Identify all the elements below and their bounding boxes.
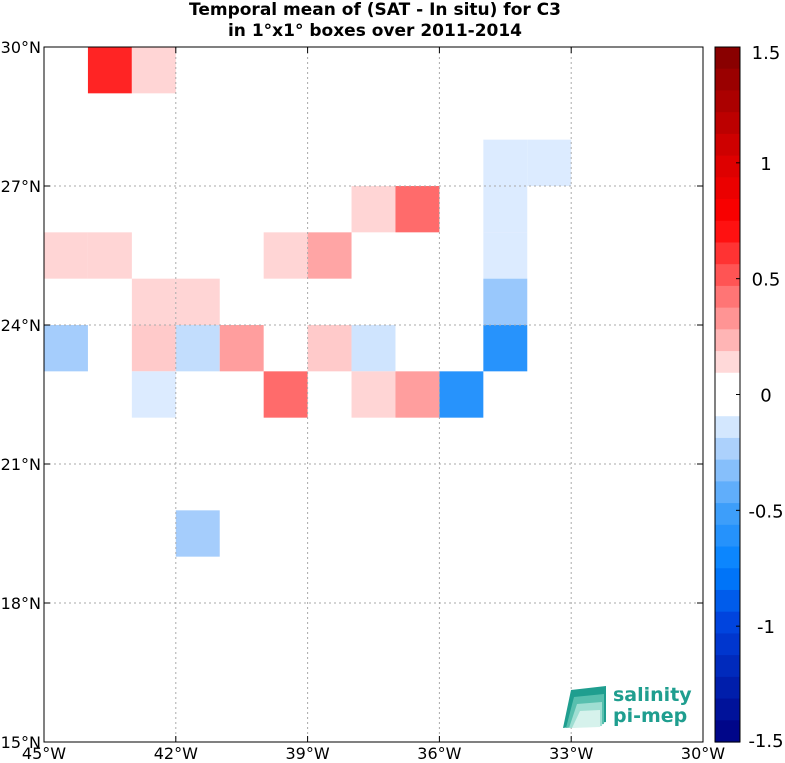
grid-cell <box>351 186 396 233</box>
colorbar-segment <box>715 720 740 743</box>
grid-cell <box>87 47 132 94</box>
colorbar-segment <box>715 133 740 157</box>
grid-cell <box>351 325 396 372</box>
colorbar-segment <box>715 394 740 417</box>
grid-cell <box>131 278 176 325</box>
x-tick-label: 39°W <box>286 744 330 763</box>
grid-lines <box>44 47 703 742</box>
y-tick-label: 15°N <box>1 733 41 752</box>
colorbar-segment <box>715 47 740 70</box>
colorbar-segment <box>715 546 740 569</box>
colorbar-segment <box>715 437 740 461</box>
grid-cell <box>483 325 528 372</box>
grid-cell <box>483 139 528 186</box>
map-title: Temporal mean of (SAT - In situ) for C3 … <box>0 0 750 42</box>
grid-cell <box>131 325 176 372</box>
colorbar-segment <box>715 676 740 700</box>
grid-cell <box>175 278 220 325</box>
colorbar-tick-label: 0.5 <box>752 270 781 291</box>
colorbar-segment <box>715 285 740 309</box>
colorbar-segment <box>715 481 740 504</box>
x-tick-label: 45°W <box>22 744 66 763</box>
colorbar-segment <box>715 589 740 613</box>
x-tick-label: 36°W <box>417 744 461 763</box>
axis-ticks: 45°W 42°W 39°W 36°W 33°W 30°W 15°N 18°N 21°N 24°N… <box>1 38 726 763</box>
grid-cell <box>175 325 220 372</box>
plot-frame <box>43 46 704 743</box>
grid-cell <box>263 371 308 418</box>
y-tick-label: 24°N <box>1 316 41 335</box>
grid-cell <box>527 139 572 186</box>
colorbar-segment <box>715 220 740 244</box>
data-cells <box>44 47 572 557</box>
grid-cell <box>351 371 396 418</box>
grid-cell <box>395 186 440 233</box>
grid-cell <box>175 510 220 557</box>
colorbar-segment <box>715 90 740 113</box>
grid-cell <box>307 325 352 372</box>
logo-line-2: pi-mep <box>613 705 687 727</box>
colorbar-segment <box>715 307 740 330</box>
wave-logo-icon <box>563 686 606 728</box>
colorbar-segment <box>715 68 740 92</box>
salinity-pi-mep-logo: salinity pi-mep <box>563 684 692 728</box>
colorbar-segment <box>715 242 740 265</box>
colorbar-segment <box>715 351 740 374</box>
colorbar-segment <box>715 459 740 482</box>
logo-line-1: salinity <box>613 684 692 706</box>
grid-cell <box>483 186 528 233</box>
grid-cell <box>87 232 132 279</box>
colorbar-tick-label: -1 <box>757 617 775 638</box>
colorbar-tick-label: -0.5 <box>748 501 783 522</box>
title-line-1: Temporal mean of (SAT - In situ) for C3 <box>189 0 561 20</box>
grid-cell <box>395 371 440 418</box>
colorbar-tick-label: 1.5 <box>752 43 781 64</box>
grid-cell <box>439 371 484 418</box>
colorbar-tick-label: -1.5 <box>748 731 783 752</box>
y-tick-label: 18°N <box>1 594 41 613</box>
y-tick-label: 27°N <box>1 177 41 196</box>
colorbar-segment <box>715 524 740 548</box>
colorbar-segment <box>715 112 740 135</box>
colorbar-segment <box>715 611 740 635</box>
y-tick-label: 30°N <box>1 38 41 57</box>
grid-cell <box>263 232 308 279</box>
colorbar-segment <box>715 416 740 439</box>
grid-cell <box>44 325 88 372</box>
colorbar-segment <box>715 264 740 287</box>
colorbar-segment <box>715 199 740 222</box>
colorbar-segment <box>715 698 740 721</box>
grid-cell <box>44 232 88 279</box>
y-tick-label: 21°N <box>1 455 41 474</box>
grid-cell <box>219 325 264 372</box>
colorbar-segment <box>715 568 740 591</box>
colorbar-segment <box>715 329 740 352</box>
grid-cell <box>307 232 352 279</box>
colorbar-segment <box>715 655 740 678</box>
colorbar-segment <box>715 503 740 526</box>
grid-cell <box>483 232 528 279</box>
grid-cell <box>131 47 176 94</box>
colorbar-segment <box>715 633 740 656</box>
colorbar-tick-label: 1 <box>760 154 771 175</box>
x-tick-label: 42°W <box>154 744 198 763</box>
colorbar-segment <box>715 372 740 396</box>
colorbar-segment <box>715 155 740 178</box>
grid-cell <box>483 278 528 325</box>
colorbar: 1.5 1 0.5 0 -0.5 -1 -1.5 <box>714 43 784 752</box>
x-tick-label: 33°W <box>549 744 593 763</box>
colorbar-tick-label: 0 <box>760 386 771 407</box>
colorbar-segment <box>715 177 740 200</box>
grid-cell <box>131 371 176 418</box>
title-line-2: in 1°x1° boxes over 2011-2014 <box>227 21 523 41</box>
x-tick-label: 30°W <box>681 744 725 763</box>
